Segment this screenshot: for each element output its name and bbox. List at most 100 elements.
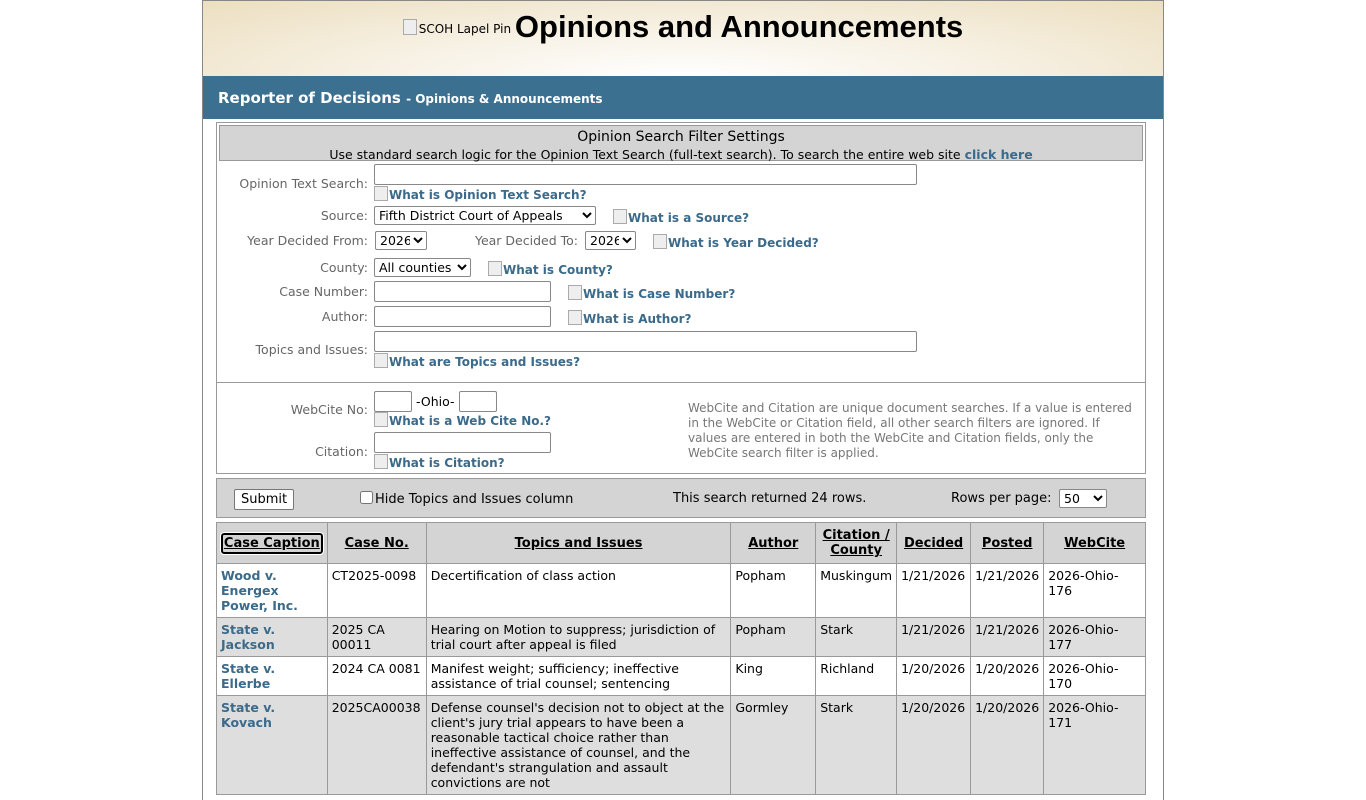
page-container: SCOH Lapel Pin Opinions and Announcement… bbox=[202, 0, 1164, 800]
sort-webcite[interactable]: WebCite bbox=[1043, 522, 1146, 564]
case-number-input[interactable] bbox=[374, 281, 551, 302]
cell-county: Stark bbox=[815, 695, 898, 795]
section-title: Reporter of Decisions bbox=[218, 89, 401, 107]
cell-county: Stark bbox=[815, 617, 898, 657]
page-title: Opinions and Announcements bbox=[514, 9, 964, 44]
webcite-ohio-text: -Ohio- bbox=[416, 394, 455, 409]
filter-header: Opinion Search Filter Settings Use stand… bbox=[219, 125, 1143, 162]
hide-topics-toggle[interactable]: Hide Topics and Issues column bbox=[360, 491, 573, 507]
cell-county: Muskingum bbox=[815, 563, 898, 618]
cell-posted: 1/21/2026 bbox=[970, 563, 1045, 618]
case-caption-link[interactable]: State v. Kovach bbox=[221, 700, 276, 730]
sort-decided[interactable]: Decided bbox=[896, 522, 972, 564]
topics-input[interactable] bbox=[374, 331, 917, 352]
cell-case_no: 2025 CA 00011 bbox=[326, 617, 427, 657]
page-header: SCOH Lapel Pin Opinions and Announcement… bbox=[203, 1, 1163, 76]
section-subtitle: - Opinions & Announcements bbox=[406, 92, 603, 106]
result-count: This search returned 24 rows. bbox=[673, 491, 867, 506]
county-select[interactable]: All counties bbox=[374, 258, 471, 277]
sort-author[interactable]: Author bbox=[730, 522, 817, 564]
case-caption-link[interactable]: Wood v. Energex Power, Inc. bbox=[221, 568, 298, 613]
filter-subtitle: Use standard search logic for the Opinio… bbox=[329, 147, 961, 162]
table-row: Wood v. Energex Power, Inc. CT2025-0098 De… bbox=[216, 563, 1146, 618]
case-number-label: Case Number: bbox=[279, 284, 368, 299]
cell-author: Popham bbox=[730, 617, 817, 657]
scoh-lapel-pin-logo: SCOH Lapel Pin bbox=[403, 22, 511, 36]
cell-case_no: 2024 CA 0081 bbox=[326, 656, 427, 696]
webcite-label: WebCite No: bbox=[290, 402, 368, 417]
hide-topics-label: Hide Topics and Issues column bbox=[375, 492, 574, 507]
cell-webcite: 2026-Ohio-170 bbox=[1043, 656, 1146, 696]
table-row: State v. Jackson 2025 CA 00011 Hearing on … bbox=[216, 617, 1146, 657]
rows-per-page-select[interactable]: 50 bbox=[1059, 489, 1107, 508]
citation-input[interactable] bbox=[374, 432, 551, 453]
table-row: State v. Kovach 2025CA00038 Defense counse… bbox=[216, 695, 1146, 795]
topics-label: Topics and Issues: bbox=[255, 342, 368, 357]
year-help-link[interactable]: What is Year Decided? bbox=[653, 234, 819, 250]
topics-help-link[interactable]: What are Topics and Issues? bbox=[374, 353, 580, 369]
cell-decided: 1/21/2026 bbox=[896, 563, 972, 618]
sort-county[interactable]: Citation / County bbox=[815, 522, 898, 564]
year-from-label: Year Decided From: bbox=[247, 233, 368, 248]
author-help-link[interactable]: What is Author? bbox=[568, 310, 691, 326]
cell-topics: Decertification of class action bbox=[425, 563, 732, 618]
cell-county: Richland bbox=[815, 656, 898, 696]
divider bbox=[217, 382, 1145, 383]
citation-help-link[interactable]: What is Citation? bbox=[374, 454, 505, 470]
cell-author: Popham bbox=[730, 563, 817, 618]
cell-caption: State v. Ellerbe bbox=[216, 656, 328, 696]
year-to-label: Year Decided To: bbox=[474, 233, 578, 248]
year-to-select[interactable]: 2026 bbox=[585, 231, 636, 250]
year-from-select[interactable]: 2026 bbox=[375, 231, 427, 250]
case-caption-link[interactable]: State v. Jackson bbox=[221, 622, 276, 652]
cell-decided: 1/20/2026 bbox=[896, 656, 972, 696]
cell-case_no: CT2025-0098 bbox=[326, 563, 427, 618]
results-controls: Submit Hide Topics and Issues column Thi… bbox=[216, 478, 1146, 518]
cell-posted: 1/21/2026 bbox=[970, 617, 1045, 657]
webcite-note: WebCite and Citation are unique document… bbox=[688, 401, 1132, 460]
results-table: Case Caption Case No. Topics and Issues … bbox=[216, 522, 1146, 795]
webcite-help-link[interactable]: What is a Web Cite No.? bbox=[374, 412, 551, 428]
author-label: Author: bbox=[321, 309, 368, 324]
county-label: County: bbox=[320, 260, 368, 275]
webcite-year-input[interactable] bbox=[374, 391, 412, 412]
cell-webcite: 2026-Ohio-171 bbox=[1043, 695, 1146, 795]
search-filter-panel: Opinion Search Filter Settings Use stand… bbox=[216, 122, 1146, 474]
cell-author: King bbox=[730, 656, 817, 696]
sort-topics[interactable]: Topics and Issues bbox=[425, 522, 732, 564]
cell-decided: 1/21/2026 bbox=[896, 617, 972, 657]
source-select[interactable]: Fifth District Court of Appeals bbox=[374, 206, 596, 225]
author-input[interactable] bbox=[374, 306, 551, 327]
county-help-link[interactable]: What is County? bbox=[488, 261, 613, 277]
click-here-link[interactable]: click here bbox=[964, 147, 1033, 162]
source-help-link[interactable]: What is a Source? bbox=[613, 209, 749, 225]
cell-caption: State v. Kovach bbox=[216, 695, 328, 795]
cell-decided: 1/20/2026 bbox=[896, 695, 972, 795]
sort-posted[interactable]: Posted bbox=[970, 522, 1045, 564]
sort-case-caption[interactable]: Case Caption bbox=[216, 522, 328, 564]
table-row: State v. Ellerbe 2024 CA 0081 Manifest wei… bbox=[216, 656, 1146, 696]
cell-case_no: 2025CA00038 bbox=[326, 695, 427, 795]
text-search-help-link[interactable]: What is Opinion Text Search? bbox=[374, 186, 587, 202]
submit-button[interactable]: Submit bbox=[234, 489, 295, 510]
cell-posted: 1/20/2026 bbox=[970, 656, 1045, 696]
cell-topics: Hearing on Motion to suppress; jurisdict… bbox=[425, 617, 732, 657]
cell-posted: 1/20/2026 bbox=[970, 695, 1045, 795]
cell-webcite: 2026-Ohio-176 bbox=[1043, 563, 1146, 618]
filter-title: Opinion Search Filter Settings bbox=[577, 129, 785, 145]
sort-case-no[interactable]: Case No. bbox=[326, 522, 427, 564]
cell-caption: Wood v. Energex Power, Inc. bbox=[216, 563, 328, 618]
text-search-input[interactable] bbox=[374, 164, 917, 185]
section-bar: Reporter of Decisions - Opinions & Annou… bbox=[203, 76, 1163, 119]
cell-topics: Manifest weight; sufficiency; ineffectiv… bbox=[425, 656, 732, 696]
cell-author: Gormley bbox=[730, 695, 817, 795]
cell-topics: Defense counsel's decision not to object… bbox=[425, 695, 732, 795]
webcite-number-input[interactable] bbox=[459, 391, 497, 412]
cell-caption: State v. Jackson bbox=[216, 617, 328, 657]
case-caption-link[interactable]: State v. Ellerbe bbox=[221, 661, 276, 691]
text-search-label: Opinion Text Search: bbox=[239, 176, 368, 191]
rows-per-page-label: Rows per page: bbox=[951, 491, 1052, 506]
hide-topics-checkbox[interactable] bbox=[360, 491, 373, 504]
source-label: Source: bbox=[320, 208, 368, 223]
case-number-help-link[interactable]: What is Case Number? bbox=[568, 285, 735, 301]
